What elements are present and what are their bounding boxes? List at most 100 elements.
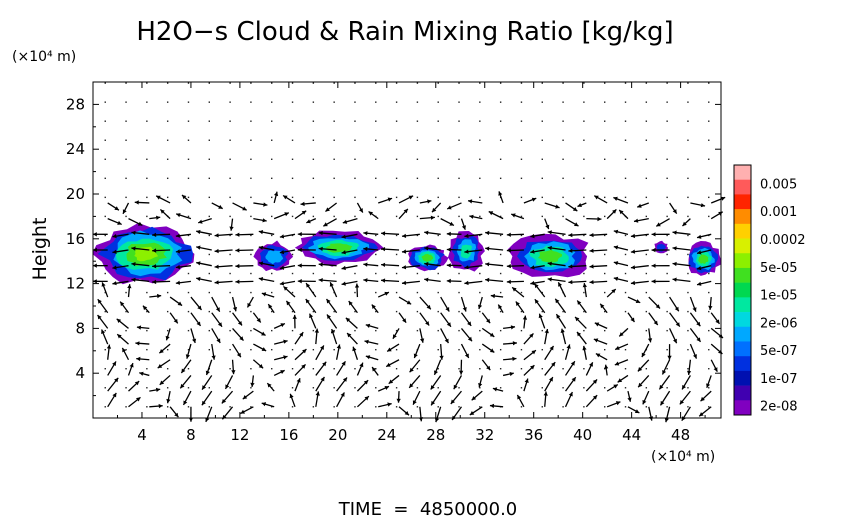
grid-dot (416, 158, 419, 160)
grid-dot (687, 368, 689, 370)
grid-dot (250, 120, 252, 122)
grid-dot (416, 234, 419, 237)
wind-arrowhead (634, 218, 639, 223)
grid-dot (645, 177, 648, 180)
wind-arrowhead (489, 332, 495, 337)
grid-dot (271, 272, 273, 275)
wind-arrowhead (486, 318, 491, 324)
wind-arrowhead (314, 328, 319, 333)
grid-dot (395, 329, 398, 332)
grid-dot (687, 177, 689, 180)
wind-arrowhead (498, 191, 503, 196)
grid-dot (666, 310, 668, 313)
wind-arrowhead (283, 286, 288, 291)
grid-dot (146, 101, 148, 103)
wind-arrowhead (347, 333, 352, 338)
wind-arrowhead (152, 264, 157, 269)
grid-dot (146, 215, 148, 218)
wind-arrowhead (142, 305, 148, 311)
grid-dot (583, 139, 585, 141)
wind-arrowhead (327, 314, 331, 319)
grid-dot (708, 329, 710, 332)
grid-dot (354, 329, 356, 332)
grid-dot (458, 120, 460, 122)
grid-dot (291, 329, 294, 332)
wind-arrowhead (404, 411, 409, 416)
grid-dot (604, 234, 606, 237)
grid-dot (291, 215, 294, 218)
wind-arrowhead (413, 353, 418, 358)
grid-dot (437, 196, 439, 199)
wind-arrowhead (363, 231, 368, 236)
wind-arrowhead (674, 306, 679, 312)
grid-dot (312, 368, 315, 370)
wind-arrowhead (630, 317, 635, 322)
grid-dot (166, 82, 169, 84)
grid-dot (312, 234, 315, 237)
time-footer: TIME = 4850000.0 (338, 499, 518, 519)
wind-arrowhead (672, 261, 677, 267)
grid-dot (562, 82, 564, 84)
grid-dot (375, 329, 377, 332)
wind-arrowhead (156, 215, 161, 220)
grid-dot (624, 406, 627, 408)
grid-dot (271, 82, 273, 84)
wind-arrowhead (305, 299, 310, 304)
wind-arrowhead (129, 363, 134, 368)
wind-arrowhead (653, 320, 658, 326)
grid-dot (687, 120, 689, 122)
grid-dot (541, 348, 543, 351)
grid-dot (666, 368, 668, 370)
grid-dot (229, 329, 231, 332)
wind-arrowhead (368, 211, 373, 216)
grid-dot (520, 82, 523, 84)
grid-dot (375, 177, 377, 180)
wind-arrowhead (592, 395, 598, 400)
grid-dot (604, 139, 606, 141)
grid-dot (499, 82, 502, 84)
grid-dot (479, 158, 481, 160)
grid-dot (458, 310, 460, 313)
grid-dot (250, 139, 252, 141)
grid-dot (125, 215, 127, 218)
grid-dot (458, 158, 460, 160)
grid-dot (208, 158, 210, 160)
wind-arrowhead (239, 336, 244, 341)
y-tick-label: 20 (66, 185, 85, 203)
y-axis-label: Height (29, 218, 51, 281)
grid-dot (166, 310, 169, 313)
grid-dot (291, 234, 294, 237)
grid-dot (520, 177, 523, 180)
grid-dot (146, 406, 148, 408)
grid-dot (499, 387, 502, 389)
colorbar-swatch (734, 400, 751, 416)
x-tick-label: 4 (137, 426, 147, 444)
wind-arrowhead (299, 332, 304, 337)
grid-dot (666, 177, 668, 180)
grid-dot (604, 120, 606, 122)
grid-dot (291, 406, 294, 408)
wind-arrowhead (214, 264, 219, 269)
grid-dot (104, 291, 106, 294)
grid-dot (354, 291, 356, 294)
wind-arrowhead (214, 280, 219, 285)
grid-dot (375, 158, 377, 160)
grid-dot (187, 82, 190, 84)
wind-arrowhead (444, 338, 449, 344)
wind-arrowhead (485, 246, 490, 251)
grid-dot (229, 177, 231, 180)
grid-dot (271, 234, 273, 237)
grid-dot (416, 310, 419, 313)
grid-dot (187, 139, 190, 141)
colorbar-label: 2e-08 (760, 400, 798, 415)
grid-dot (208, 215, 210, 218)
wind-arrowhead (447, 205, 452, 210)
wind-arrowhead (662, 370, 667, 375)
grid-dot (208, 101, 210, 103)
wind-arrowhead (131, 262, 136, 267)
grid-dot (416, 215, 419, 218)
wind-arrowhead (157, 364, 163, 368)
grid-dots (104, 82, 710, 408)
grid-dot (520, 215, 523, 218)
grid-dot (125, 196, 127, 199)
